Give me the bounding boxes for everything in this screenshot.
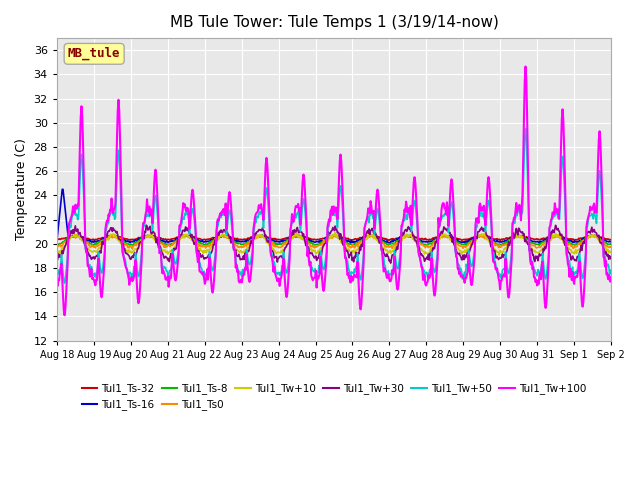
Tul1_Tw+30	[387, 260, 394, 266]
Tul1_Ts-32	[419, 236, 426, 241]
Tul1_Ts-8	[129, 242, 137, 248]
Tul1_Ts-16	[607, 239, 615, 244]
Tul1_Ts-32	[568, 238, 575, 243]
Tul1_Ts-8	[607, 241, 615, 247]
Tul1_Tw+30	[53, 257, 61, 263]
Tul1_Tw+30	[143, 222, 150, 228]
Tul1_Tw+30	[403, 228, 411, 234]
Tul1_Ts0	[53, 245, 61, 251]
Tul1_Ts-16	[177, 234, 185, 240]
Tul1_Tw+100	[53, 276, 61, 281]
Tul1_Tw+100	[121, 259, 129, 265]
Tul1_Ts0	[129, 246, 136, 252]
Text: MB_tule: MB_tule	[68, 47, 120, 60]
Tul1_Tw+30	[63, 238, 70, 244]
Tul1_Tw+30	[177, 232, 185, 238]
Tul1_Tw+100	[64, 261, 72, 266]
Line: Tul1_Tw+30: Tul1_Tw+30	[57, 225, 611, 263]
Tul1_Ts0	[419, 242, 427, 248]
Tul1_Ts-32	[120, 236, 128, 241]
Tul1_Tw+50	[419, 264, 426, 270]
Tul1_Tw+50	[522, 126, 529, 132]
Tul1_Ts-8	[63, 236, 70, 241]
Tul1_Ts-32	[402, 233, 410, 239]
Tul1_Ts-16	[58, 186, 66, 192]
Tul1_Tw+100	[61, 312, 68, 318]
Tul1_Ts0	[207, 241, 214, 247]
Tul1_Ts-8	[207, 240, 214, 246]
Tul1_Ts-32	[214, 232, 222, 238]
Line: Tul1_Tw+50: Tul1_Tw+50	[57, 129, 611, 283]
Line: Tul1_Ts0: Tul1_Ts0	[57, 233, 611, 249]
Legend: Tul1_Ts-32, Tul1_Ts-16, Tul1_Ts-8, Tul1_Ts0, Tul1_Tw+10, Tul1_Tw+30, Tul1_Tw+50,: Tul1_Ts-32, Tul1_Ts-16, Tul1_Ts-8, Tul1_…	[77, 379, 591, 414]
Tul1_Tw+50	[61, 280, 68, 286]
Tul1_Ts-32	[53, 237, 61, 242]
Tul1_Tw+30	[607, 256, 615, 262]
Tul1_Ts-16	[419, 239, 427, 244]
Tul1_Tw+100	[207, 264, 214, 270]
Tul1_Ts-32	[205, 236, 213, 242]
Tul1_Tw+10	[63, 240, 70, 245]
Tul1_Tw+50	[121, 255, 129, 261]
Tul1_Ts-16	[403, 233, 411, 239]
Tul1_Tw+10	[495, 252, 503, 258]
Tul1_Ts-16	[64, 229, 72, 235]
Tul1_Ts-16	[347, 240, 355, 246]
Tul1_Ts0	[177, 234, 185, 240]
Tul1_Tw+50	[402, 212, 410, 218]
Tul1_Tw+10	[402, 232, 410, 238]
Tul1_Tw+10	[53, 252, 61, 257]
Tul1_Ts-8	[330, 232, 338, 238]
Line: Tul1_Tw+100: Tul1_Tw+100	[57, 67, 611, 315]
Tul1_Tw+100	[522, 64, 529, 70]
Tul1_Tw+50	[607, 270, 615, 276]
Tul1_Ts-8	[419, 241, 427, 247]
Tul1_Ts-8	[120, 238, 128, 244]
Tul1_Tw+10	[419, 248, 426, 254]
Tul1_Ts-16	[207, 238, 214, 243]
Tul1_Tw+10	[607, 250, 615, 255]
Line: Tul1_Ts-32: Tul1_Ts-32	[57, 235, 611, 240]
Tul1_Tw+10	[177, 236, 184, 241]
Line: Tul1_Tw+10: Tul1_Tw+10	[57, 233, 611, 255]
Line: Tul1_Ts-16: Tul1_Ts-16	[57, 189, 611, 243]
Tul1_Ts-16	[121, 237, 129, 243]
Tul1_Tw+10	[332, 230, 339, 236]
Tul1_Ts-32	[63, 235, 70, 241]
Tul1_Tw+50	[207, 254, 214, 260]
Line: Tul1_Ts-8: Tul1_Ts-8	[57, 235, 611, 245]
Tul1_Ts-32	[177, 234, 184, 240]
Tul1_Ts-8	[403, 233, 411, 239]
Tul1_Ts-16	[53, 239, 61, 244]
Tul1_Tw+10	[120, 245, 128, 251]
Tul1_Ts-8	[177, 234, 185, 240]
Tul1_Tw+30	[120, 246, 128, 252]
Tul1_Ts-8	[53, 241, 61, 247]
Tul1_Ts0	[63, 238, 70, 243]
Tul1_Tw+100	[177, 220, 185, 226]
Tul1_Tw+100	[419, 264, 426, 270]
Tul1_Ts-32	[607, 237, 615, 242]
Tul1_Ts0	[403, 232, 411, 238]
Tul1_Ts0	[607, 244, 615, 250]
Tul1_Tw+100	[607, 274, 615, 280]
Tul1_Ts0	[332, 230, 339, 236]
Tul1_Tw+50	[53, 271, 61, 277]
Tul1_Tw+30	[419, 253, 427, 259]
Tul1_Tw+30	[207, 251, 214, 257]
Tul1_Tw+50	[64, 252, 72, 258]
Tul1_Tw+100	[402, 199, 410, 204]
Y-axis label: Temperature (C): Temperature (C)	[15, 138, 28, 240]
Tul1_Tw+10	[205, 246, 213, 252]
Title: MB Tule Tower: Tule Temps 1 (3/19/14-now): MB Tule Tower: Tule Temps 1 (3/19/14-now…	[170, 15, 499, 30]
Tul1_Ts0	[120, 242, 128, 248]
Tul1_Tw+50	[177, 221, 185, 227]
